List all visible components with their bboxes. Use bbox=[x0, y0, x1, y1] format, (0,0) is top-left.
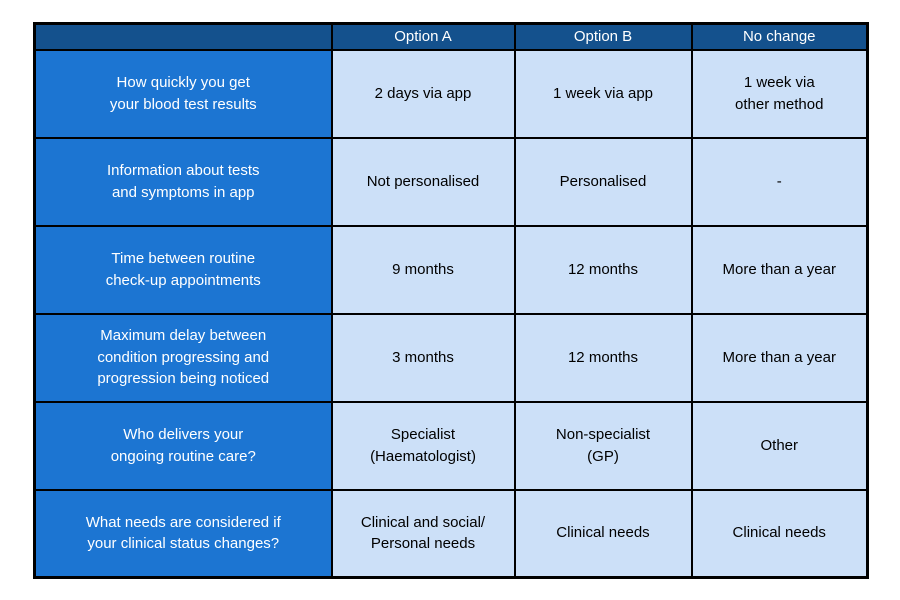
cell-option-b: Clinical needs bbox=[513, 488, 693, 579]
cell-option-b: Non-specialist (GP) bbox=[513, 400, 693, 491]
row-label: Information about tests and symptoms in … bbox=[33, 136, 333, 227]
row-label: Time between routine check-up appointmen… bbox=[33, 224, 333, 315]
table-row-checkup-interval: Time between routine check-up appointmen… bbox=[33, 224, 869, 315]
cell-option-a: Specialist (Haematologist) bbox=[330, 400, 516, 491]
corner-header-cell bbox=[33, 22, 333, 51]
cell-option-a: 3 months bbox=[330, 312, 516, 403]
cell-option-a: 9 months bbox=[330, 224, 516, 315]
cell-no-change: More than a year bbox=[690, 224, 869, 315]
table-row-information-in-app: Information about tests and symptoms in … bbox=[33, 136, 869, 227]
column-header-option-b: Option B bbox=[513, 22, 693, 51]
column-header-option-a: Option A bbox=[330, 22, 516, 51]
cell-option-a: 2 days via app bbox=[330, 48, 516, 139]
table-header-row: Option A Option B No change bbox=[33, 22, 869, 51]
cell-option-b: Personalised bbox=[513, 136, 693, 227]
cell-no-change: Clinical needs bbox=[690, 488, 869, 579]
row-label: How quickly you get your blood test resu… bbox=[33, 48, 333, 139]
cell-option-b: 12 months bbox=[513, 312, 693, 403]
table-row-routine-care-provider: Who delivers your ongoing routine care? … bbox=[33, 400, 869, 491]
options-comparison-table: Option A Option B No change How quickly … bbox=[33, 22, 869, 579]
cell-no-change: - bbox=[690, 136, 869, 227]
cell-option-a: Clinical and social/ Personal needs bbox=[330, 488, 516, 579]
table-row-needs-considered: What needs are considered if your clinic… bbox=[33, 488, 869, 579]
cell-no-change: Other bbox=[690, 400, 869, 491]
cell-no-change: 1 week via other method bbox=[690, 48, 869, 139]
cell-option-b: 12 months bbox=[513, 224, 693, 315]
row-label: Who delivers your ongoing routine care? bbox=[33, 400, 333, 491]
table-row-progression-delay: Maximum delay between condition progress… bbox=[33, 312, 869, 403]
table-row-blood-test-results: How quickly you get your blood test resu… bbox=[33, 48, 869, 139]
row-label: Maximum delay between condition progress… bbox=[33, 312, 333, 403]
cell-no-change: More than a year bbox=[690, 312, 869, 403]
cell-option-a: Not personalised bbox=[330, 136, 516, 227]
row-label: What needs are considered if your clinic… bbox=[33, 488, 333, 579]
cell-option-b: 1 week via app bbox=[513, 48, 693, 139]
column-header-no-change: No change bbox=[690, 22, 869, 51]
